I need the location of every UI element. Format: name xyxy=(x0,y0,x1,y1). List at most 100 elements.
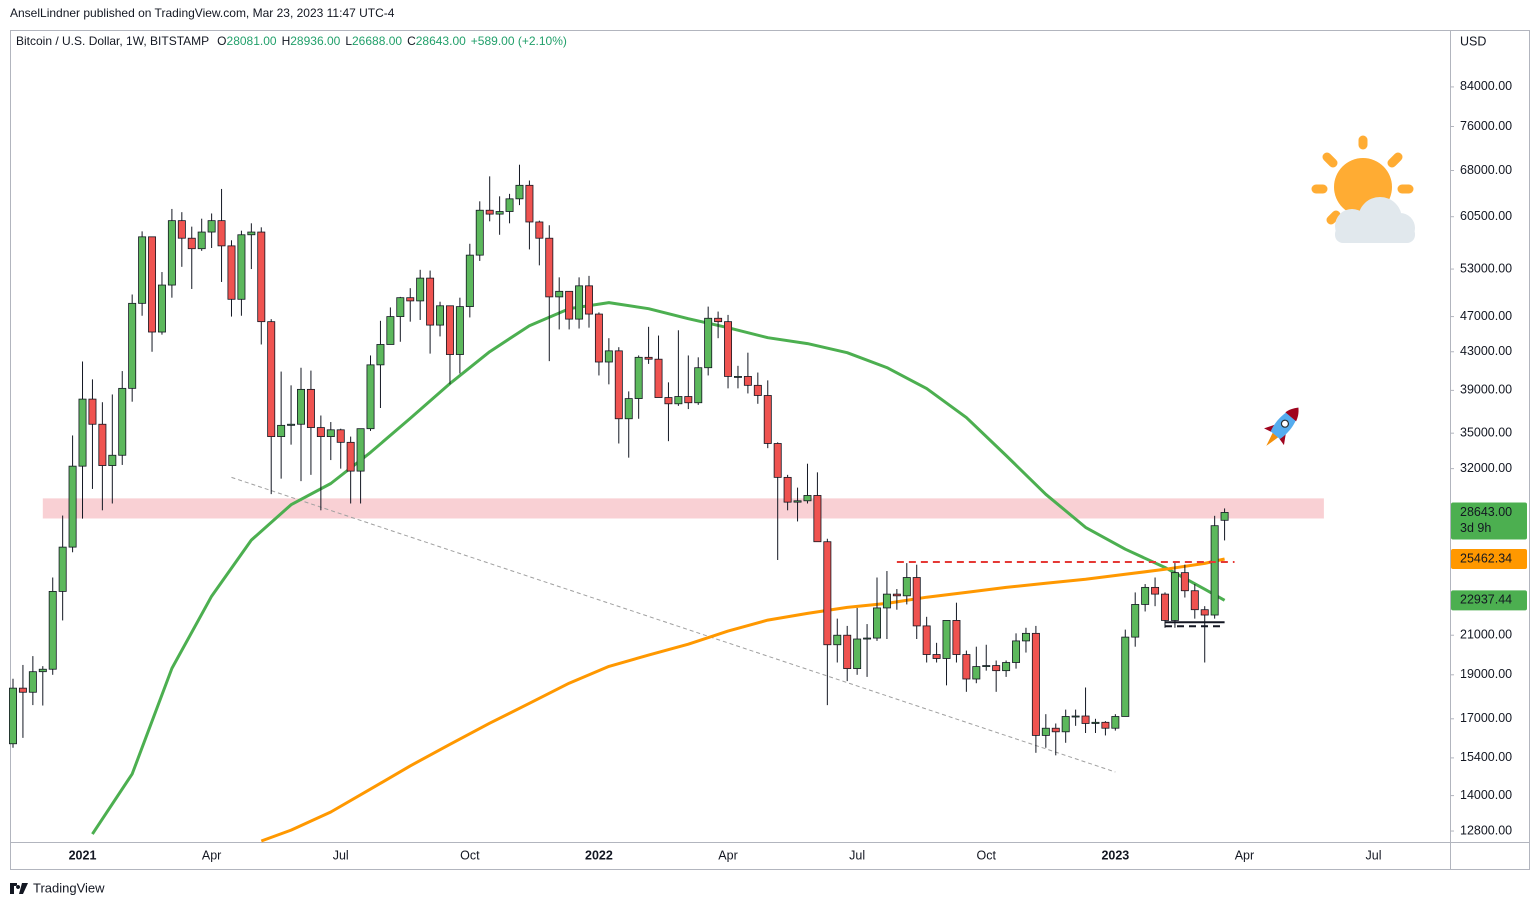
candle-body xyxy=(207,220,216,233)
candle-body xyxy=(157,284,166,333)
candle-body xyxy=(1091,721,1100,724)
candle-body xyxy=(843,634,852,670)
candle-body xyxy=(475,209,484,256)
candle-body xyxy=(773,443,782,478)
candle-body xyxy=(743,376,752,386)
trendline xyxy=(231,476,1116,773)
candle-body xyxy=(167,220,176,286)
weather-icon xyxy=(1311,135,1415,243)
candle-body xyxy=(9,687,17,745)
candle-body xyxy=(98,423,107,466)
x-tick-label: 2022 xyxy=(585,848,613,862)
candle-body xyxy=(396,297,405,317)
candle-body xyxy=(1141,586,1150,605)
candle-body xyxy=(565,290,574,320)
candle-body xyxy=(247,231,256,236)
symbol-legend: Bitcoin / U.S. Dollar, 1W, BITSTAMP O2808… xyxy=(16,34,567,48)
candle-body xyxy=(257,231,266,323)
candle-body xyxy=(585,285,593,315)
y-tick-label: 19000.00 xyxy=(1460,667,1512,681)
candle-body xyxy=(982,665,991,667)
candle-body xyxy=(58,546,67,592)
candle-body xyxy=(177,220,186,239)
candle-body xyxy=(644,356,653,360)
candle-body xyxy=(1210,525,1219,616)
legend-key: H xyxy=(282,34,291,48)
candle-body xyxy=(1051,727,1060,733)
candle-body xyxy=(287,423,296,426)
legend-value: 28936.00 xyxy=(290,34,340,48)
x-tick-label: Jul xyxy=(333,848,349,862)
resistance-zone xyxy=(42,498,1324,519)
candle-body xyxy=(654,358,663,398)
candle-body xyxy=(1061,716,1070,733)
candle-body xyxy=(1220,512,1229,521)
candle-body xyxy=(873,607,881,639)
axis-unit: USD xyxy=(1460,34,1486,48)
candle-body xyxy=(962,654,971,680)
candle-body xyxy=(336,429,345,443)
candle-body xyxy=(624,398,633,420)
price-tag-label: 25462.34 xyxy=(1460,551,1512,565)
candle-body xyxy=(833,634,842,646)
x-tick-label: Oct xyxy=(977,848,997,862)
y-tick-label: 14000.00 xyxy=(1460,788,1512,802)
candle-body xyxy=(813,495,822,543)
y-tick-label: 47000.00 xyxy=(1460,309,1512,323)
legend-key: C xyxy=(407,34,416,48)
candle-body xyxy=(902,577,911,597)
price-tag-label: 22937.44 xyxy=(1460,593,1512,607)
candle-body xyxy=(356,428,365,472)
y-tick-label: 32000.00 xyxy=(1460,461,1512,475)
candle-body xyxy=(1002,662,1011,672)
y-tick-label: 39000.00 xyxy=(1460,383,1512,397)
candle-body xyxy=(1071,715,1080,718)
y-tick-label: 17000.00 xyxy=(1460,711,1512,725)
candle-body xyxy=(346,441,355,472)
candle-body xyxy=(823,541,832,646)
candle-body xyxy=(1101,721,1110,729)
x-tick-label: Oct xyxy=(460,848,480,862)
x-tick-label: Apr xyxy=(718,848,737,862)
y-tick-label: 43000.00 xyxy=(1460,344,1512,358)
candle-body xyxy=(445,305,454,355)
candle-body xyxy=(406,297,415,302)
candle-body xyxy=(1151,586,1160,595)
candle-body xyxy=(555,290,564,298)
moving-average-line xyxy=(260,557,1225,843)
candle-body xyxy=(892,593,901,597)
candle-body xyxy=(525,184,534,223)
brand-name: TradingView xyxy=(33,880,105,895)
y-tick-label: 76000.00 xyxy=(1460,119,1512,133)
candle-body xyxy=(38,668,47,673)
y-tick-label: 35000.00 xyxy=(1460,425,1512,439)
candle-body xyxy=(426,277,435,326)
candle-body xyxy=(634,356,643,399)
candle-body xyxy=(18,687,27,693)
candle-body xyxy=(326,429,335,437)
candle-body xyxy=(1121,636,1130,717)
candle-body xyxy=(922,625,931,655)
candle-body xyxy=(436,305,445,326)
x-tick-label: 2023 xyxy=(1101,848,1129,862)
candle-body xyxy=(942,620,951,659)
candle-body xyxy=(495,211,504,215)
candle-body xyxy=(614,350,623,420)
y-tick-label: 53000.00 xyxy=(1460,261,1512,275)
candle-body xyxy=(306,388,315,428)
candle-body xyxy=(505,198,514,212)
x-tick-label: 2021 xyxy=(69,848,97,862)
candle-body xyxy=(1081,715,1090,724)
candle-body xyxy=(694,367,703,404)
candle-body xyxy=(78,398,87,467)
price-tag xyxy=(1451,590,1527,611)
candle-body xyxy=(664,397,673,405)
candle-body xyxy=(237,234,246,300)
candle-body xyxy=(1012,640,1021,663)
legend-value: 26688.00 xyxy=(352,34,402,48)
y-tick-label: 15400.00 xyxy=(1460,750,1512,764)
candle-body xyxy=(753,384,762,396)
candle-body xyxy=(485,209,494,215)
candle-body xyxy=(297,388,305,425)
